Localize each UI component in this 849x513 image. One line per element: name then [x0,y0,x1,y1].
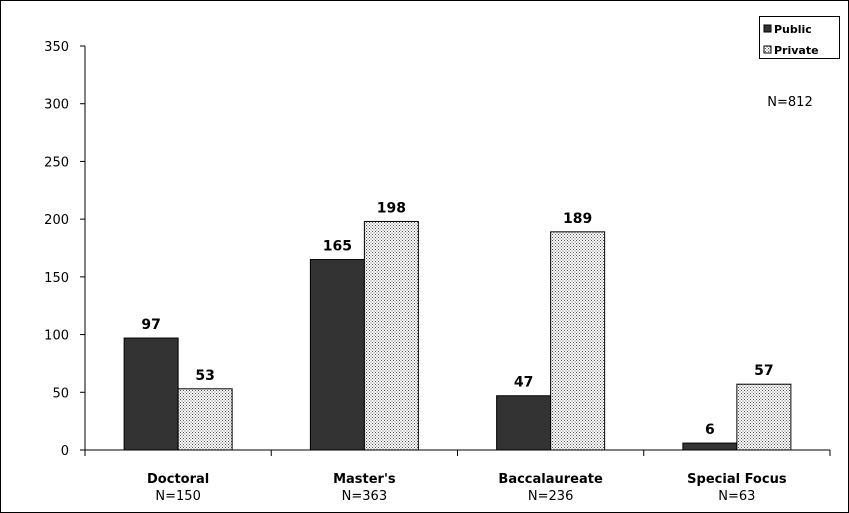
data-labels: 97 53 165 198 47 189 6 57 [141,200,773,438]
data-label-private: 53 [195,368,214,384]
legend-box [759,16,840,59]
bar-public [123,337,179,451]
legend-label-public: Public [774,23,812,36]
x-category-count: N=150 [155,489,200,504]
data-label-public: 97 [141,317,160,333]
y-tick-label: 0 [61,444,69,459]
data-label-public: 165 [323,239,352,255]
x-category-label: Doctoral [147,472,209,487]
bar-private [550,231,606,451]
total-annotation: N=812 [767,95,812,110]
bar-public [682,442,738,451]
legend: Public Private [759,16,840,59]
y-tick-label: 300 [44,98,69,113]
data-label-public: 47 [514,375,533,391]
x-category-count: N=236 [528,489,573,504]
y-tick-label: 200 [44,213,69,228]
y-tick-label: 100 [44,329,69,344]
data-label-private: 57 [754,363,773,379]
data-label-private: 198 [377,200,406,216]
x-category-label: Baccalaureate [498,472,603,487]
x-category-label: Master's [333,472,396,487]
bars [123,220,792,451]
y-tick-label: 250 [44,155,69,170]
y-tick-label: 50 [52,386,69,401]
legend-swatch-private [763,45,772,54]
bar-public [496,395,552,451]
data-label-public: 6 [705,422,715,438]
y-axis: 0 50 100 150 200 250 300 350 [44,40,86,459]
x-category-label: Special Focus [687,472,787,487]
data-label-private: 189 [563,211,592,227]
bar-private [177,388,233,451]
x-category-count: N=363 [342,489,387,504]
bar-public [309,259,365,451]
legend-label-private: Private [774,44,819,57]
y-tick-label: 350 [44,40,69,55]
bar-private [363,220,419,451]
legend-swatch-public [763,24,772,33]
bar-private [736,383,792,451]
x-category-count: N=63 [718,489,755,504]
y-tick-label: 150 [44,271,69,286]
